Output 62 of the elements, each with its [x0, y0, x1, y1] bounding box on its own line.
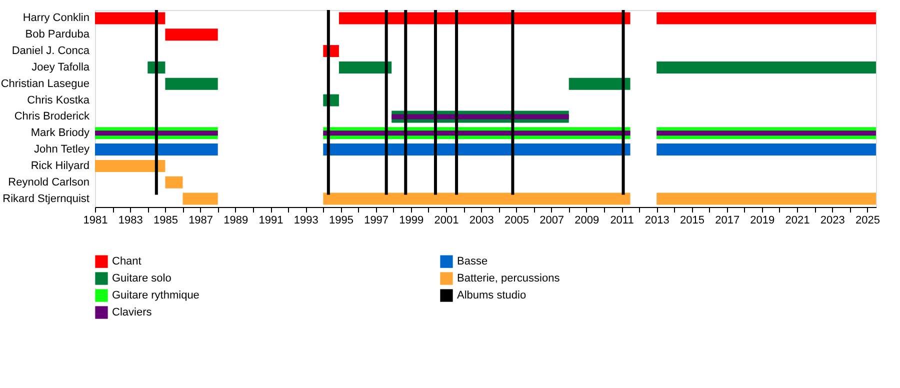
y-tick-label: Bob Parduba	[25, 28, 90, 41]
x-tick-label: 1997	[364, 214, 389, 226]
x-tick-label: 2017	[715, 214, 740, 226]
y-tick-label: Reynold Carlson	[8, 176, 90, 188]
x-tick-label: 1985	[153, 214, 178, 226]
legend-label: Claviers	[112, 306, 152, 318]
bar	[165, 28, 218, 41]
bar	[323, 130, 630, 136]
y-tick-label: Christian Lasegue	[0, 78, 90, 90]
x-tick-label: 1981	[83, 214, 108, 226]
bar	[95, 144, 218, 156]
bar	[656, 12, 876, 24]
x-tick-label: 1999	[399, 214, 424, 226]
x-tick-label: 1991	[258, 214, 284, 226]
legend-label: Guitare rythmique	[112, 290, 200, 302]
x-tick-label: 2003	[469, 214, 494, 226]
bar	[656, 192, 876, 205]
bar	[165, 176, 183, 188]
bar	[568, 78, 630, 90]
bar	[95, 130, 218, 136]
y-tick-label: John Tetley	[34, 144, 90, 156]
x-tick-label: 1989	[224, 214, 248, 226]
legend-label: Chant	[112, 256, 142, 268]
bar	[338, 12, 630, 24]
x-tick-label: 2013	[644, 214, 670, 226]
x-tick-label: 2005	[504, 214, 529, 226]
y-tick-label: Daniel J. Conca	[12, 45, 90, 58]
legend-label: Batterie, percussions	[457, 272, 560, 284]
x-tick-label: 1993	[294, 214, 318, 226]
x-tick-label: 2007	[540, 214, 564, 226]
y-tick-label: Harry Conklin	[22, 12, 90, 24]
x-tick-label: 2009	[574, 214, 600, 226]
x-tick-label: 1983	[118, 214, 143, 226]
bar	[392, 114, 569, 120]
bar	[338, 61, 392, 74]
bar	[323, 144, 630, 156]
bar	[656, 61, 876, 74]
bar	[323, 192, 630, 205]
x-tick-label: 2025	[855, 214, 880, 226]
x-tick-label: 1987	[188, 214, 214, 226]
legend-label: Albums studio	[457, 290, 526, 302]
bar	[656, 130, 876, 136]
y-tick-label: Chris Broderick	[14, 110, 90, 123]
bar	[656, 144, 876, 156]
x-tick-label: 2023	[820, 214, 845, 226]
legend-label: Basse	[457, 256, 488, 268]
bar	[95, 12, 166, 24]
x-tick-label: 2021	[785, 214, 810, 226]
bar	[165, 78, 218, 90]
y-tick-label: Mark Briody	[30, 127, 90, 140]
x-tick-label: 2001	[434, 214, 459, 226]
y-tick-label: Chris Kostka	[27, 94, 90, 106]
x-tick-label: 2019	[750, 214, 775, 226]
y-tick-label: Rick Hilyard	[30, 160, 90, 172]
y-tick-label: Joey Tafolla	[32, 61, 90, 74]
bar	[182, 192, 218, 205]
legend-label: Guitare solo	[112, 272, 172, 284]
bar	[95, 160, 166, 172]
x-tick-label: 1995	[328, 214, 354, 226]
x-tick-label: 2015	[680, 214, 704, 226]
y-tick-label: Rikard Stjernquist	[2, 192, 90, 205]
x-tick-label: 2011	[610, 214, 634, 226]
